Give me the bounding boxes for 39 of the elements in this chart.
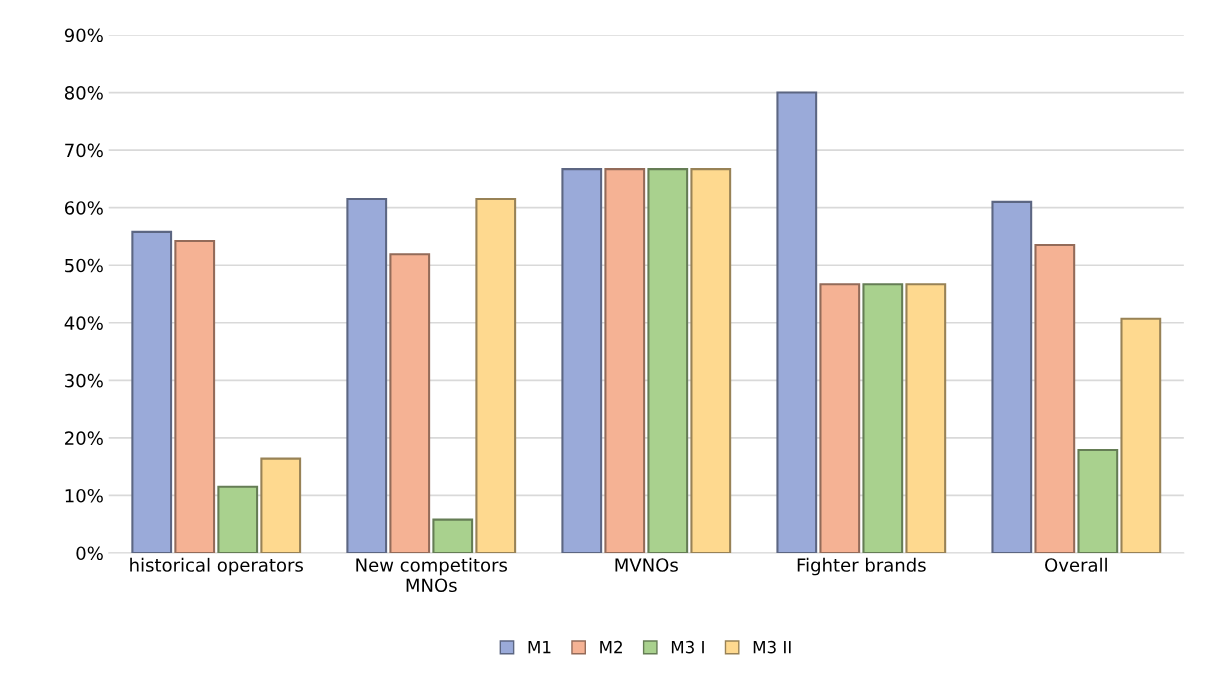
bar bbox=[819, 283, 861, 553]
y-tick-label: 20% bbox=[65, 431, 103, 446]
x-tick-label: Overall bbox=[1045, 557, 1107, 572]
bar bbox=[1034, 244, 1076, 553]
bar bbox=[561, 168, 603, 553]
y-tick-label: 40% bbox=[64, 316, 103, 330]
bar bbox=[432, 518, 474, 553]
x-tick-label: MVNOs bbox=[615, 558, 678, 572]
bar bbox=[174, 240, 216, 553]
x-tick-label: historical operators bbox=[130, 557, 303, 576]
bar bbox=[1120, 317, 1162, 553]
bar bbox=[690, 168, 732, 553]
bar bbox=[475, 197, 517, 553]
bar bbox=[217, 485, 259, 553]
y-tick-label: 30% bbox=[65, 373, 103, 388]
bar bbox=[991, 200, 1033, 553]
bar bbox=[862, 283, 904, 553]
bar bbox=[905, 283, 947, 553]
legend-label: M1 bbox=[528, 641, 551, 654]
y-tick-label: 60% bbox=[64, 201, 103, 215]
y-tick-label: 90% bbox=[64, 28, 103, 43]
y-tick-label: 10% bbox=[65, 488, 103, 503]
bar bbox=[389, 253, 431, 553]
legend-label: M2 bbox=[600, 640, 622, 654]
bar bbox=[776, 91, 818, 553]
bar bbox=[1077, 448, 1119, 553]
bar bbox=[260, 457, 302, 553]
bar bbox=[131, 230, 173, 553]
bar bbox=[647, 168, 689, 553]
y-tick-label: 0% bbox=[76, 546, 103, 561]
bar bbox=[604, 168, 646, 553]
x-tick-label: Fighter brands bbox=[797, 557, 926, 576]
bar bbox=[346, 197, 388, 553]
legend-label: M3 II bbox=[753, 640, 791, 654]
y-tick-label: 50% bbox=[65, 258, 103, 273]
y-tick-label: 80% bbox=[64, 86, 103, 100]
y-tick-label: 70% bbox=[65, 143, 103, 158]
legend-label: M3 I bbox=[671, 640, 704, 654]
x-tick-label: New competitors MNOs bbox=[356, 557, 508, 593]
